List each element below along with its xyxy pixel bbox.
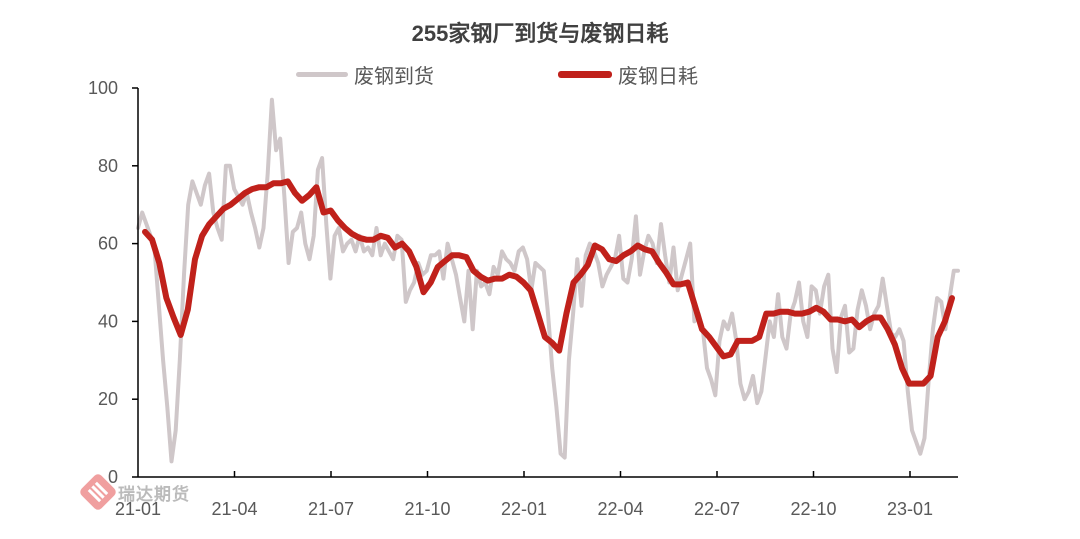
watermark: 瑞达期货 [76, 470, 190, 514]
legend-item-scrap-arrival: 废钢到货 [296, 60, 434, 89]
x-tick-label: 22-10 [790, 499, 836, 519]
y-tick-label: 40 [98, 311, 118, 331]
y-tick-label: 80 [98, 156, 118, 176]
series-line-scrap-consumption [142, 178, 955, 387]
y-tick-label: 20 [98, 389, 118, 409]
x-tick-label: 21-01 [115, 499, 161, 519]
x-tick-label: 21-04 [211, 499, 257, 519]
x-tick-label: 22-01 [501, 499, 547, 519]
chart-title: 255家钢厂到货与废钢日耗 [411, 21, 669, 46]
x-tick-label: 21-10 [404, 499, 450, 519]
legend-label: 废钢日耗 [618, 66, 698, 88]
x-tick-label: 23-01 [887, 499, 933, 519]
x-tick-label: 22-07 [694, 499, 740, 519]
legend-swatch-grey-line [296, 72, 348, 77]
legend-swatch-red-line [558, 71, 612, 78]
x-tick-label: 21-07 [308, 499, 354, 519]
watermark-text: 瑞达期货 [118, 484, 190, 504]
ruida-logo-icon [80, 474, 116, 510]
chart-legend: 废钢到货 废钢日耗 [0, 60, 1080, 88]
series-line-scrap-arrival [136, 97, 960, 464]
legend-item-scrap-consumption: 废钢日耗 [558, 60, 698, 89]
x-tick-label: 22-04 [597, 499, 643, 519]
y-tick-label: 60 [98, 234, 118, 254]
legend-label: 废钢到货 [354, 66, 434, 88]
y-tick-label: 0 [108, 467, 118, 487]
y-tick-label: 100 [88, 78, 118, 98]
